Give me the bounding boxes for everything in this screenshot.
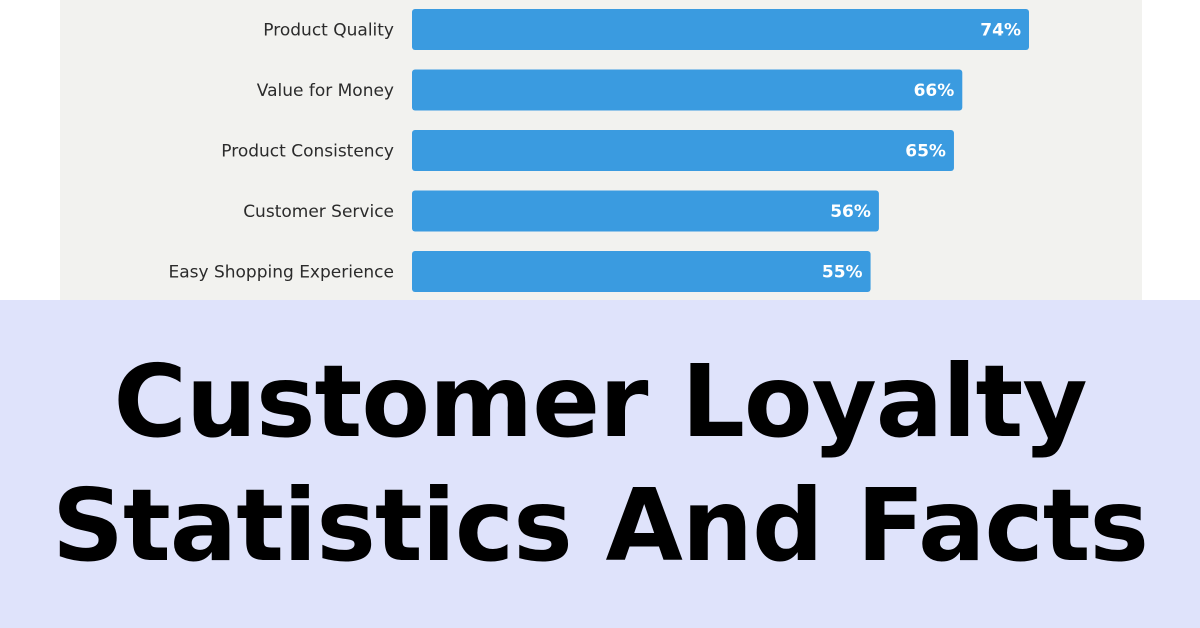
bar xyxy=(412,9,1029,50)
category-label: Easy Shopping Experience xyxy=(168,263,394,283)
category-label: Product Quality xyxy=(263,21,394,41)
value-label: 56% xyxy=(830,202,871,222)
headline-line-2: Statistics And Facts xyxy=(51,467,1149,584)
value-label: 74% xyxy=(980,21,1021,41)
value-label: 55% xyxy=(822,263,863,283)
value-label: 66% xyxy=(914,81,955,101)
title-banner: Customer Loyalty Statistics And Facts xyxy=(0,300,1200,628)
value-label: 65% xyxy=(905,142,946,162)
bar xyxy=(412,251,871,292)
bar xyxy=(412,130,954,171)
horizontal-bar-chart: Product Quality 74% Value for Money 66% Prod… xyxy=(168,9,1029,292)
category-label: Product Consistency xyxy=(221,142,394,162)
headline-line-1: Customer Loyalty xyxy=(113,343,1087,460)
category-label: Customer Service xyxy=(243,202,394,222)
bar xyxy=(412,69,963,111)
bar xyxy=(412,190,879,232)
category-label: Value for Money xyxy=(257,81,394,101)
